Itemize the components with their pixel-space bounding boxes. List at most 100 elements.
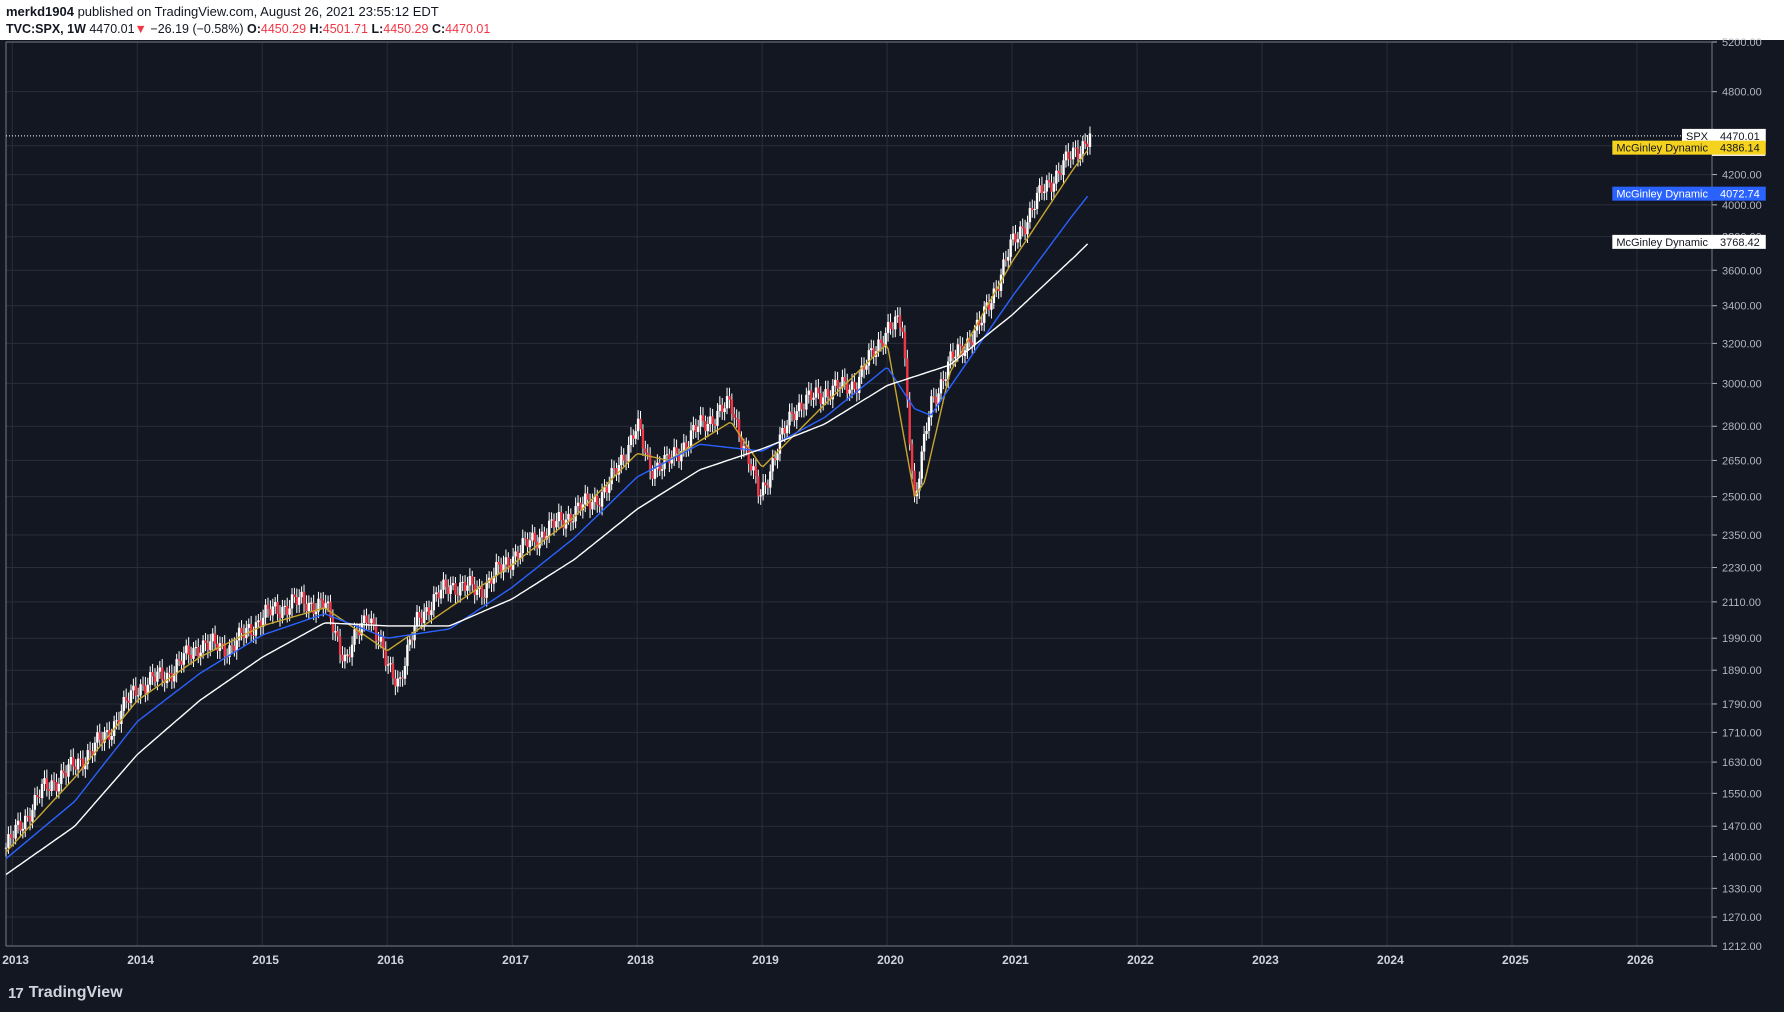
candle-body (870, 348, 873, 351)
candle-body (903, 332, 907, 359)
candle-body (192, 648, 195, 659)
candle-body (752, 466, 755, 471)
candle-body (50, 780, 53, 792)
tradingview-logo-icon[interactable]: 17 (8, 984, 24, 1002)
candle-body (110, 735, 113, 740)
candle-body (26, 815, 29, 817)
candle-body (612, 467, 616, 469)
y-tick-label: 1212.00 (1722, 941, 1762, 953)
candle-body (264, 604, 267, 618)
candle-body (324, 603, 327, 609)
candle-body (733, 413, 736, 418)
candle-body (197, 647, 200, 657)
candle-body (372, 618, 375, 625)
candle-body (247, 624, 250, 628)
candle-body (398, 677, 402, 679)
candle-body (175, 659, 178, 674)
candle-body (769, 471, 772, 488)
candle-body (1023, 228, 1027, 235)
candle-body (641, 429, 645, 449)
footer: 17 TradingView (8, 982, 123, 1004)
candle-body (636, 418, 640, 432)
mcginley-line-yellow[interactable] (5, 149, 1089, 853)
candle-body (523, 538, 527, 540)
candle-body (785, 425, 789, 434)
candle-body (1031, 207, 1034, 210)
mcginley-line-blue[interactable] (5, 195, 1089, 860)
candle-body (684, 442, 688, 449)
candle-body (502, 564, 505, 573)
candle-body (60, 770, 63, 784)
candle-body (569, 513, 573, 523)
candle-body (824, 389, 827, 398)
mcginley-tag-white-value: 3768.42 (1720, 237, 1760, 249)
candle-body (396, 678, 399, 687)
candle-body (826, 389, 830, 397)
candle-body (588, 499, 592, 510)
candle-body (567, 513, 570, 520)
candle-body (204, 640, 207, 644)
candle-body (146, 684, 150, 694)
candle-body (310, 602, 313, 604)
author-name[interactable]: merkd1904 (6, 4, 74, 19)
candle-body (129, 690, 133, 703)
y-tick-label: 2650.00 (1722, 455, 1762, 467)
open-value: 4450.29 (260, 22, 307, 36)
candle-body (278, 613, 282, 618)
tradingview-brand[interactable]: TradingView (28, 984, 123, 1001)
close-label: C: (431, 22, 446, 36)
candle-body (1074, 147, 1077, 149)
candle-body (983, 306, 986, 323)
candle-body (978, 319, 981, 326)
candle-body (367, 622, 371, 624)
candle-body (721, 404, 724, 413)
candle-body (598, 504, 601, 507)
candle-body (173, 673, 176, 682)
candle-body (591, 501, 594, 510)
y-tick-label: 4000.00 (1722, 200, 1762, 212)
candle-body (300, 591, 303, 598)
candle-body (471, 576, 474, 585)
low-label: L: (371, 22, 384, 36)
candle-body (79, 758, 82, 760)
candle-body (709, 416, 712, 424)
symbol-label[interactable]: TVC:SPX, 1W (6, 22, 86, 36)
spx-price-tag-value: 4470.01 (1720, 131, 1760, 143)
candle-body (603, 487, 606, 493)
candle-body (737, 419, 741, 437)
candle-body (331, 617, 335, 633)
candle-body (461, 581, 464, 583)
mcginley-line-white[interactable] (5, 243, 1089, 876)
candle-body (538, 537, 541, 549)
candle-body (834, 379, 837, 386)
candle-body (716, 410, 719, 426)
candle-body (1035, 192, 1039, 209)
candle-body (937, 393, 940, 404)
mcginley-tag-white-name-bg (1612, 234, 1713, 249)
candle-body (814, 387, 818, 398)
candle-body (151, 672, 154, 677)
x-tick-label: 2024 (1377, 953, 1404, 967)
candle-body (14, 824, 17, 839)
candle-series[interactable] (4, 126, 1092, 857)
candle-body (449, 585, 452, 594)
candle-body (4, 847, 8, 849)
y-tick-label: 1790.00 (1722, 699, 1762, 711)
y-tick-label: 2110.00 (1722, 597, 1761, 609)
candle-body (896, 315, 899, 317)
candle-body (365, 615, 368, 623)
candle-body (1064, 151, 1068, 161)
candle-body (632, 435, 635, 439)
candle-body (934, 397, 938, 404)
candle-body (382, 636, 385, 650)
mcginley-tag-blue-name-bg (1612, 186, 1713, 201)
last-price: 4470.01 (89, 22, 135, 36)
candle-body (252, 635, 255, 637)
candle-body (427, 607, 431, 616)
candle-body (336, 631, 339, 637)
candle-body (831, 385, 835, 400)
candle-body (245, 627, 248, 639)
candle-body (403, 666, 407, 679)
